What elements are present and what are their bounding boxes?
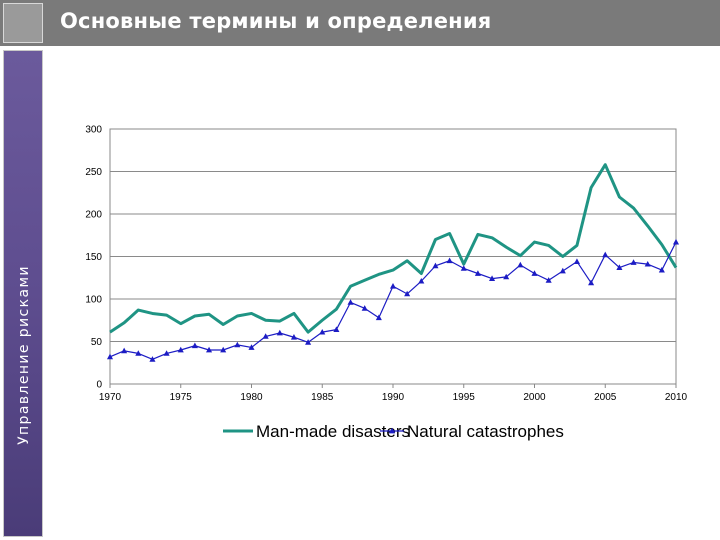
- y-tick-label: 100: [85, 295, 102, 306]
- data-point: [347, 299, 354, 305]
- data-point: [191, 342, 198, 349]
- data-point: [375, 314, 382, 321]
- x-tick-label: 1985: [311, 392, 334, 403]
- data-point: [616, 264, 623, 270]
- y-tick-label: 200: [85, 210, 102, 221]
- data-point: [432, 262, 439, 269]
- data-point: [149, 356, 156, 362]
- data-point: [389, 283, 397, 289]
- data-point: [361, 305, 368, 311]
- data-point: [333, 326, 340, 332]
- x-tick-label: 2005: [594, 392, 617, 403]
- data-point: [177, 346, 184, 353]
- line-chart: 0 50 100 150 200 250 300 1970 1975 1980 1985 1990 19…: [85, 125, 687, 442]
- data-point: [531, 270, 538, 276]
- series-man-made-disasters: [109, 163, 678, 334]
- x-tick-label: 2010: [665, 392, 688, 403]
- x-tick-label: 1980: [240, 392, 263, 403]
- legend-entry-man-made: Man-made disasters: [223, 422, 410, 441]
- x-tick-label: 1970: [99, 392, 122, 403]
- axes: 0 50 100 150 200 250 300 1970 1975 1980 1985 1990 19…: [85, 125, 687, 404]
- y-tick-label: 300: [85, 125, 102, 136]
- data-point: [305, 339, 312, 345]
- x-tick-label: 1975: [170, 392, 193, 403]
- title-corner-decoration: [3, 3, 43, 43]
- data-point: [220, 346, 227, 353]
- data-point: [644, 260, 651, 267]
- legend-marker-natural: [388, 427, 396, 434]
- data-point: [489, 275, 496, 281]
- data-point: [446, 257, 453, 264]
- data-point: [234, 341, 241, 348]
- y-tick-label: 50: [91, 337, 103, 348]
- data-point: [460, 265, 467, 271]
- x-tick-label: 1995: [453, 392, 476, 403]
- legend-label-man-made: Man-made disasters: [256, 422, 410, 441]
- data-point: [503, 273, 510, 280]
- sidebar: Управление рисками: [3, 50, 43, 537]
- legend-label-natural: Natural catastrophes: [407, 422, 564, 441]
- data-point: [206, 346, 213, 353]
- series-line: [109, 163, 678, 334]
- series-natural-catastrophes: [106, 238, 680, 362]
- data-point: [248, 344, 255, 350]
- data-point: [517, 261, 524, 268]
- data-point: [262, 333, 269, 339]
- x-tick-label: 2000: [523, 392, 546, 403]
- y-tick-label: 150: [85, 252, 102, 263]
- data-point: [276, 329, 283, 336]
- data-point: [672, 238, 680, 245]
- data-point: [630, 259, 637, 265]
- x-tick-label: 1990: [382, 392, 405, 403]
- data-point: [163, 350, 170, 356]
- title-bar: Основные термины и определения: [0, 0, 720, 46]
- data-point: [474, 270, 481, 276]
- data-point: [559, 267, 566, 274]
- data-point: [135, 350, 142, 356]
- data-point: [404, 290, 411, 297]
- data-point: [106, 353, 114, 360]
- data-point: [588, 279, 595, 286]
- y-tick-label: 0: [96, 380, 102, 391]
- series: [106, 163, 680, 362]
- data-point: [121, 347, 128, 354]
- data-point: [573, 258, 580, 264]
- data-point: [545, 277, 552, 283]
- data-point: [319, 328, 326, 335]
- data-point: [602, 251, 609, 258]
- data-point: [418, 277, 425, 284]
- legend-entry-natural: Natural catastrophes: [380, 422, 564, 441]
- data-point: [290, 334, 297, 340]
- grid: [110, 171, 676, 342]
- data-point: [658, 266, 665, 273]
- y-tick-label: 250: [85, 167, 102, 178]
- sidebar-label: Управление рисками: [16, 265, 32, 445]
- page-title: Основные термины и определения: [60, 9, 492, 33]
